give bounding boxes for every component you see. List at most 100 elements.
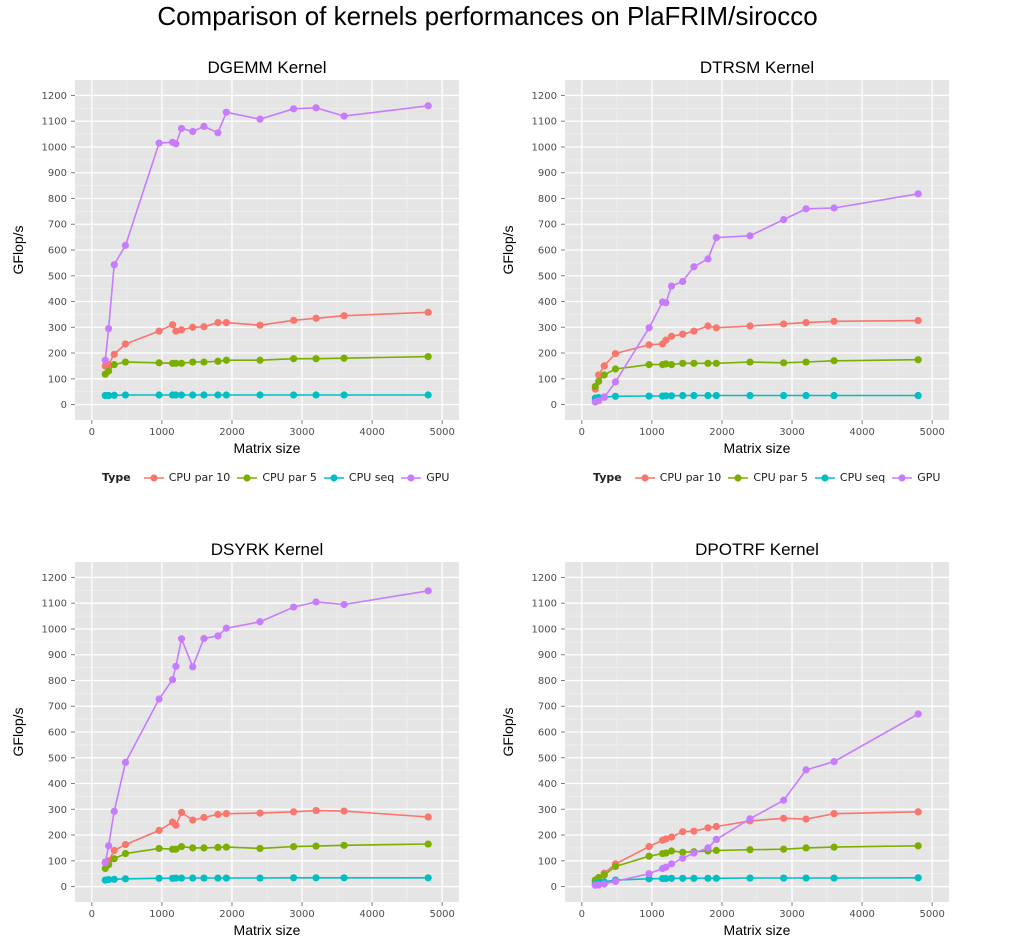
x-axis-label: Matrix size bbox=[724, 922, 791, 938]
data-point bbox=[256, 356, 264, 364]
data-point bbox=[290, 391, 298, 399]
x-tick-label: 1000 bbox=[639, 427, 664, 438]
y-tick-label: 900 bbox=[538, 168, 557, 179]
series-cpu-par-10 bbox=[101, 806, 432, 866]
legend-swatch bbox=[728, 473, 749, 482]
data-point bbox=[595, 377, 603, 385]
data-point bbox=[704, 255, 712, 263]
data-point bbox=[189, 663, 197, 671]
data-point bbox=[712, 835, 720, 844]
data-point bbox=[121, 840, 130, 849]
series-gpu bbox=[101, 587, 432, 867]
data-point bbox=[177, 808, 186, 816]
y-tick-label: 100 bbox=[48, 856, 67, 867]
legend-key-cpu-par-5: CPU par 5 bbox=[236, 471, 317, 484]
x-tick-label: 0 bbox=[579, 427, 585, 438]
main-title: Comparison of kernels performances on Pl… bbox=[157, 1, 818, 31]
data-point bbox=[611, 392, 620, 400]
data-point bbox=[780, 320, 788, 328]
data-point bbox=[645, 870, 653, 878]
legend-key-cpu-par-10: CPU par 10 bbox=[143, 471, 231, 484]
data-point bbox=[746, 815, 754, 823]
data-point bbox=[830, 204, 838, 212]
data-point bbox=[214, 391, 222, 399]
data-point bbox=[667, 860, 676, 868]
y-tick-label: 0 bbox=[61, 882, 67, 893]
data-point bbox=[662, 299, 670, 307]
data-point bbox=[704, 359, 712, 367]
data-point bbox=[595, 873, 603, 882]
data-point bbox=[914, 356, 922, 364]
data-point bbox=[200, 874, 208, 882]
data-point bbox=[256, 391, 264, 399]
y-tick-label: 300 bbox=[48, 805, 67, 816]
data-point bbox=[600, 871, 608, 879]
data-point bbox=[662, 874, 670, 883]
x-tick-label: 4000 bbox=[359, 427, 384, 438]
x-tick-label: 0 bbox=[89, 909, 95, 920]
data-point bbox=[105, 367, 113, 375]
data-point bbox=[189, 127, 197, 136]
data-point bbox=[914, 808, 922, 816]
data-point bbox=[290, 843, 298, 851]
legend-label: CPU par 10 bbox=[168, 471, 231, 484]
data-point bbox=[662, 849, 670, 857]
y-tick-label: 800 bbox=[48, 194, 67, 205]
data-point bbox=[312, 355, 320, 363]
y-tick-label: 1200 bbox=[532, 573, 557, 584]
data-point bbox=[121, 340, 130, 348]
y-tick-label: 100 bbox=[48, 374, 67, 385]
data-point bbox=[177, 843, 186, 851]
data-point bbox=[189, 844, 197, 852]
data-point bbox=[256, 618, 264, 626]
data-point bbox=[704, 844, 712, 852]
data-point bbox=[679, 277, 687, 286]
data-point bbox=[424, 813, 432, 821]
data-point bbox=[256, 115, 264, 123]
data-point bbox=[802, 766, 810, 774]
data-point bbox=[424, 840, 432, 848]
data-point bbox=[780, 216, 788, 224]
series-line-cpu-seq bbox=[105, 394, 429, 397]
y-tick-label: 1100 bbox=[42, 117, 67, 128]
data-point bbox=[690, 327, 698, 335]
data-point bbox=[172, 845, 180, 853]
data-point bbox=[802, 319, 810, 327]
data-point bbox=[110, 391, 118, 399]
y-tick-label: 1100 bbox=[42, 599, 67, 610]
data-point bbox=[424, 587, 432, 595]
legend: Type CPU par 10 CPU par 5 CPU seq GPU bbox=[102, 471, 455, 484]
data-point bbox=[214, 843, 222, 851]
data-point bbox=[645, 324, 653, 332]
data-point bbox=[101, 356, 109, 364]
data-point bbox=[177, 359, 186, 367]
data-point bbox=[222, 810, 230, 818]
data-point bbox=[189, 358, 197, 366]
data-point bbox=[712, 391, 720, 400]
data-point bbox=[312, 874, 320, 882]
data-point bbox=[290, 105, 298, 113]
y-tick-label: 700 bbox=[48, 220, 67, 231]
x-tick-label: 5000 bbox=[429, 427, 454, 438]
data-point bbox=[712, 846, 720, 855]
series-cpu-par-5 bbox=[591, 356, 922, 391]
data-point bbox=[424, 391, 432, 399]
data-point bbox=[110, 261, 118, 269]
data-point bbox=[679, 828, 687, 836]
data-point bbox=[802, 205, 810, 213]
data-point bbox=[110, 350, 118, 358]
data-point bbox=[595, 371, 603, 379]
data-point bbox=[121, 358, 130, 366]
x-tick-label: 2000 bbox=[219, 909, 244, 920]
data-point bbox=[172, 391, 180, 399]
legend-key-cpu-par-10: CPU par 10 bbox=[634, 471, 721, 484]
data-point bbox=[746, 391, 754, 400]
data-point bbox=[177, 635, 186, 643]
data-point bbox=[214, 632, 222, 640]
y-tick-label: 300 bbox=[538, 323, 557, 334]
x-tick-label: 1000 bbox=[149, 427, 174, 438]
data-point bbox=[222, 624, 230, 632]
data-point bbox=[256, 844, 264, 853]
data-point bbox=[830, 391, 838, 400]
data-point bbox=[105, 391, 113, 400]
